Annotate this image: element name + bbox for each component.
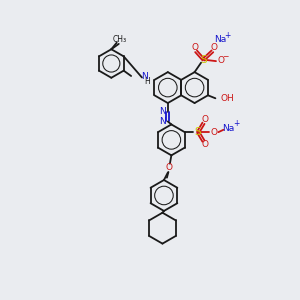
Text: O: O (201, 115, 208, 124)
Text: O: O (210, 43, 218, 52)
Text: N: N (142, 72, 148, 81)
Text: CH₃: CH₃ (112, 34, 127, 43)
Text: O: O (166, 163, 172, 172)
Text: S: S (200, 55, 207, 64)
Text: OH: OH (220, 94, 234, 103)
Text: N: N (159, 117, 166, 126)
Text: S: S (195, 127, 202, 137)
Text: +: + (234, 119, 240, 128)
Text: H: H (145, 77, 151, 86)
Text: Na: Na (214, 35, 226, 44)
Text: −: − (222, 52, 229, 62)
Text: +: + (225, 31, 231, 40)
Text: Na: Na (222, 124, 235, 133)
Text: O: O (191, 43, 198, 52)
Text: N: N (159, 107, 166, 116)
Text: O: O (218, 56, 225, 65)
Text: O: O (201, 140, 208, 149)
Text: O: O (211, 128, 218, 137)
